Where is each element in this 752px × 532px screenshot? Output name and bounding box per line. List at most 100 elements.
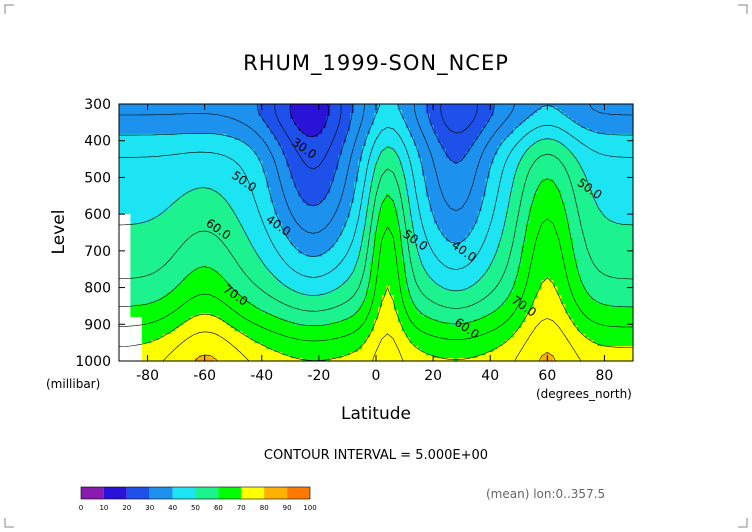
field-cell	[122, 109, 128, 114]
field-cell	[338, 121, 343, 126]
field-cell	[322, 121, 327, 126]
field-cell	[346, 175, 351, 180]
field-cell	[397, 118, 403, 123]
field-cell	[433, 205, 439, 210]
field-cell	[457, 109, 463, 114]
field-cell	[286, 208, 291, 213]
field-cell	[593, 160, 598, 165]
field-cell	[302, 196, 307, 201]
field-cell	[346, 190, 351, 195]
field-cell	[330, 187, 335, 192]
field-cell	[302, 154, 307, 159]
field-cell	[569, 157, 574, 162]
field-cell	[214, 205, 220, 210]
field-cell	[557, 154, 562, 159]
field-cell	[605, 136, 610, 141]
field-cell	[270, 163, 275, 168]
field-cell	[449, 205, 455, 210]
field-cell	[609, 184, 614, 189]
field-cell	[393, 139, 399, 144]
field-cell	[210, 208, 216, 213]
field-cell	[597, 148, 602, 153]
field-cell	[529, 104, 534, 108]
field-cell	[473, 154, 479, 159]
field-cell	[186, 154, 192, 159]
field-cell	[405, 202, 411, 207]
field-cell	[166, 166, 172, 171]
field-cell	[517, 202, 523, 207]
field-cell	[489, 196, 495, 201]
field-cell	[238, 163, 244, 168]
field-cell	[298, 139, 303, 144]
field-cell	[521, 169, 527, 174]
field-cell	[433, 139, 439, 144]
field-cell	[294, 115, 299, 120]
field-cell	[425, 130, 431, 135]
field-cell	[150, 169, 156, 174]
field-cell	[481, 160, 487, 165]
field-cell	[202, 139, 208, 144]
field-cell	[178, 217, 184, 222]
field-cell	[565, 148, 570, 153]
field-cell	[310, 104, 315, 108]
field-cell	[206, 205, 212, 210]
field-cell	[473, 121, 479, 126]
field-cell	[178, 145, 184, 150]
field-cell	[381, 211, 387, 216]
field-cell	[298, 115, 303, 120]
field-cell	[182, 163, 188, 168]
field-cell	[545, 181, 550, 186]
field-cell	[453, 172, 459, 177]
field-cell	[254, 184, 260, 189]
field-cell	[254, 178, 260, 183]
field-cell	[242, 109, 248, 114]
field-cell	[326, 214, 331, 219]
field-cell	[457, 217, 463, 222]
field-cell	[629, 104, 634, 108]
field-cell	[385, 104, 391, 108]
field-cell	[370, 211, 375, 216]
field-cell	[170, 148, 176, 153]
field-cell	[617, 157, 622, 162]
field-cell	[214, 217, 220, 222]
field-cell	[230, 181, 236, 186]
field-cell	[206, 193, 212, 198]
field-cell	[262, 205, 268, 210]
field-cell	[461, 196, 467, 201]
field-cell	[242, 130, 248, 135]
field-cell	[198, 124, 204, 129]
field-cell	[497, 163, 503, 168]
field-cell	[250, 202, 256, 207]
field-cell	[234, 181, 240, 186]
field-cell	[246, 166, 252, 171]
field-cell	[198, 211, 204, 216]
field-cell	[597, 214, 602, 219]
field-cell	[461, 184, 467, 189]
field-cell	[298, 211, 303, 216]
field-cell	[290, 157, 295, 162]
field-cell	[362, 178, 367, 183]
field-cell	[493, 104, 499, 108]
field-cell	[158, 166, 164, 171]
field-cell	[505, 160, 511, 165]
field-cell	[413, 124, 419, 129]
field-cell	[242, 199, 248, 204]
field-cell	[166, 172, 172, 177]
field-cell	[318, 169, 323, 174]
field-cell	[282, 133, 287, 138]
field-cell	[537, 169, 542, 174]
field-cell	[266, 118, 272, 123]
field-cell	[601, 211, 606, 216]
field-cell	[421, 136, 427, 141]
field-cell	[517, 175, 523, 180]
field-cell	[481, 169, 487, 174]
field-cell	[190, 127, 196, 132]
field-cell	[529, 154, 534, 159]
field-cell	[190, 160, 196, 165]
field-cell	[346, 142, 351, 147]
field-cell	[457, 205, 463, 210]
field-cell	[286, 178, 291, 183]
field-cell	[326, 118, 331, 123]
field-cell	[370, 187, 375, 192]
field-cell	[541, 136, 546, 141]
